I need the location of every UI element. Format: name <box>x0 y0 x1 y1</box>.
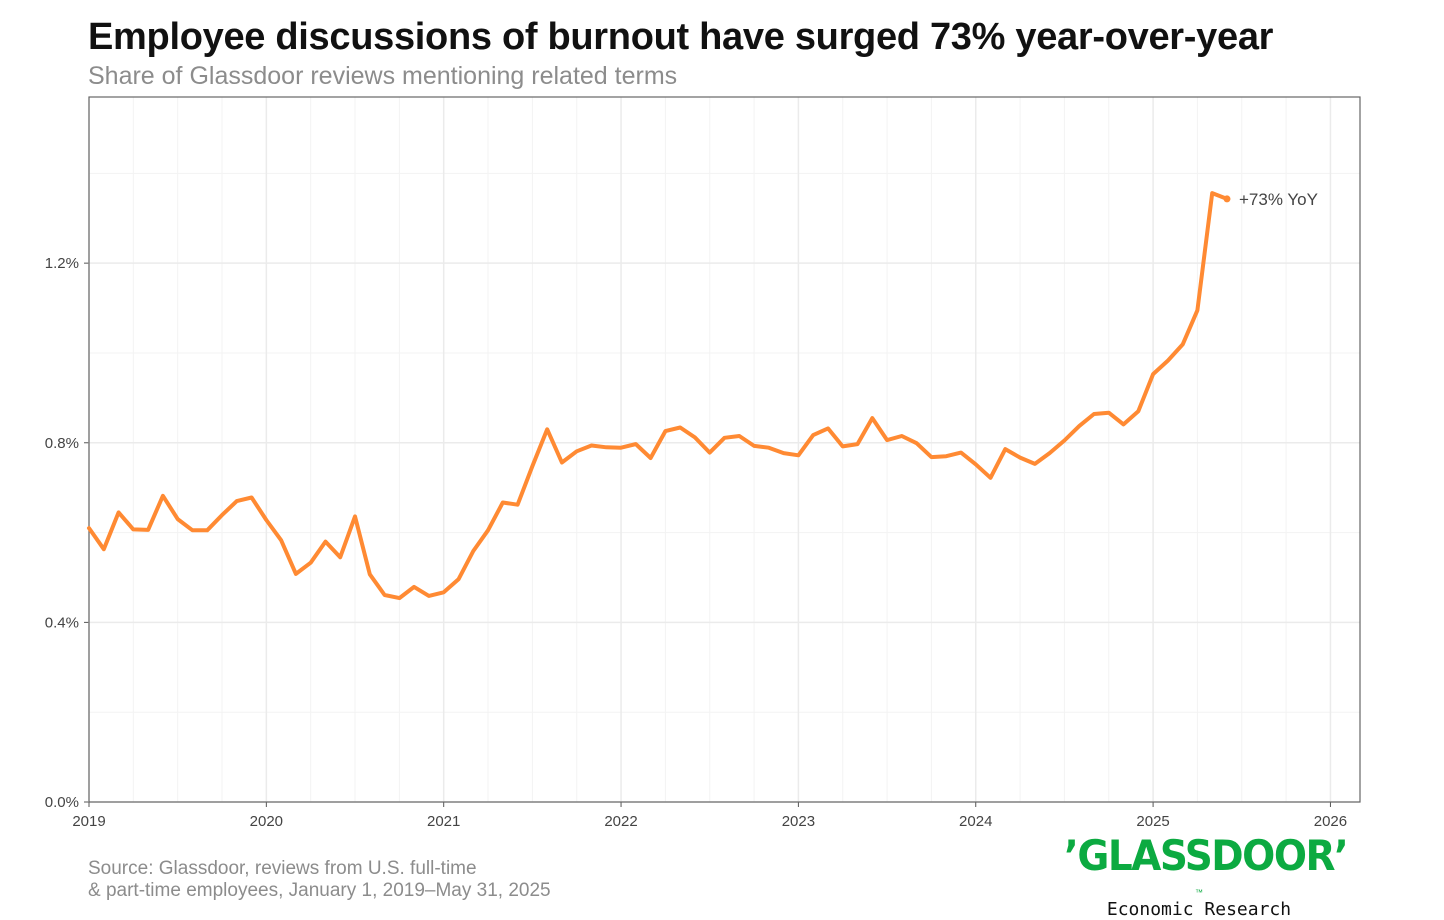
x-tick-label: 2025 <box>1136 813 1169 830</box>
glassdoor-logo: ’GLASSDOOR’™ Economic Research <box>1064 834 1334 920</box>
x-tick-label: 2020 <box>250 813 283 830</box>
x-tick-label: 2022 <box>604 813 637 830</box>
source-note: Source: Glassdoor, reviews from U.S. ful… <box>88 858 551 902</box>
logo-trademark: ™ <box>1195 888 1203 897</box>
x-tick-label: 2023 <box>782 813 815 830</box>
logo-wordmark: ’GLASSDOOR’ <box>1064 832 1347 881</box>
x-tick-label: 2019 <box>72 813 105 830</box>
logo-tagline: Economic Research <box>1064 899 1334 920</box>
y-tick-label: 0.8% <box>45 435 79 452</box>
y-tick-label: 1.2% <box>45 255 79 272</box>
y-tick-label: 0.0% <box>45 794 79 811</box>
x-tick-label: 2026 <box>1314 813 1347 830</box>
source-line-1: Source: Glassdoor, reviews from U.S. ful… <box>88 858 551 880</box>
source-line-2: & part-time employees, January 1, 2019–M… <box>88 880 551 902</box>
annotation-point <box>1223 195 1230 202</box>
annotation-label: +73% YoY <box>1239 190 1318 209</box>
series-line <box>89 193 1227 598</box>
x-tick-label: 2021 <box>427 813 460 830</box>
x-tick-label: 2024 <box>959 813 992 830</box>
y-tick-label: 0.4% <box>45 614 79 631</box>
plot-border <box>89 97 1360 802</box>
